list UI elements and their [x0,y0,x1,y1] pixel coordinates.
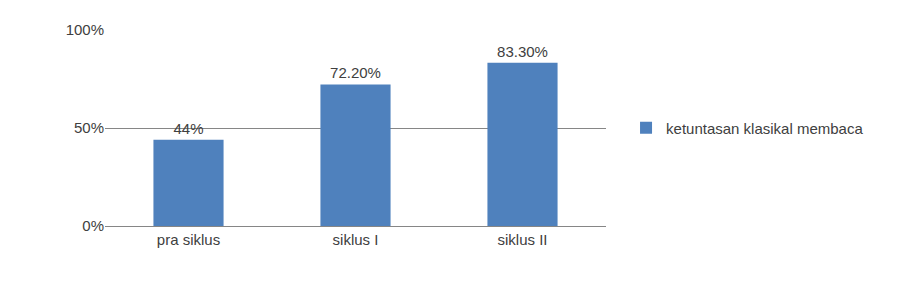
svg-text:0%: 0% [82,217,104,234]
svg-text:100%: 100% [66,21,104,38]
svg-text:44%: 44% [173,120,203,137]
svg-text:50%: 50% [74,119,104,136]
svg-text:83.30%: 83.30% [497,43,548,60]
svg-text:siklus I: siklus I [333,231,379,248]
svg-text:72.20%: 72.20% [330,64,381,81]
svg-text:ketuntasan klasikal membaca: ketuntasan klasikal membaca [666,120,863,137]
svg-text:siklus II: siklus II [497,231,547,248]
svg-text:pra siklus: pra siklus [157,231,220,248]
